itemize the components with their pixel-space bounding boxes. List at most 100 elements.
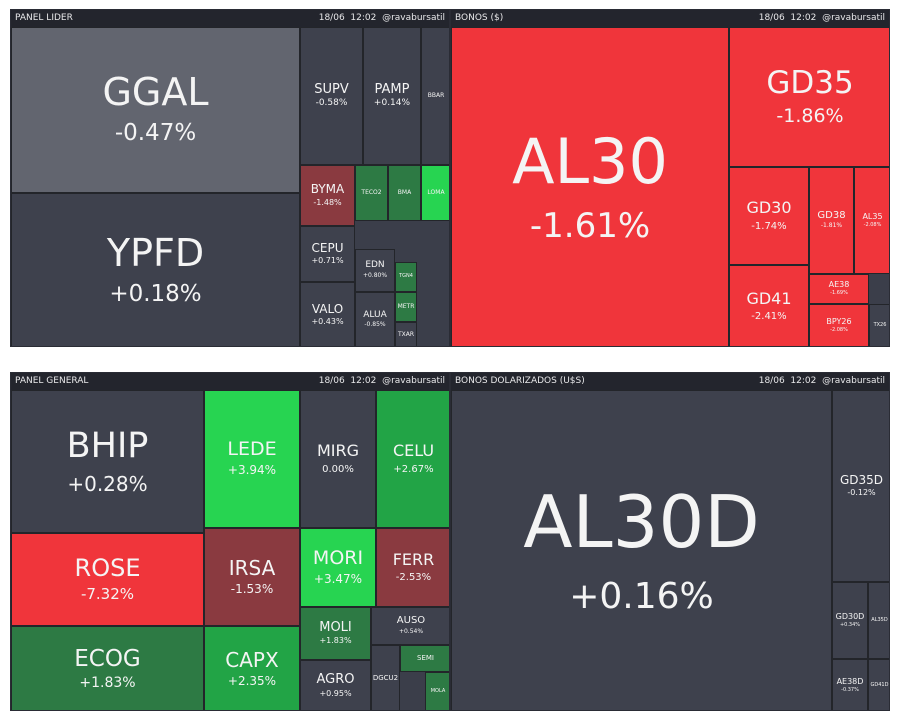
tile-change: -2.41% xyxy=(751,311,787,323)
tile-change: -0.12% xyxy=(847,488,876,498)
tile-ticker: ALUA xyxy=(363,309,387,320)
tile-change: +3.94% xyxy=(227,463,277,478)
tile-gd41[interactable]: GD41 -2.41% xyxy=(729,265,809,346)
tile-semi[interactable]: SEMI xyxy=(400,645,449,672)
tile-al35d[interactable]: AL35D xyxy=(868,582,889,659)
tile-tgn4[interactable]: TGN4 xyxy=(395,262,417,292)
tile-pamp[interactable]: PAMP +0.14% xyxy=(363,27,421,165)
tile-gd35d[interactable]: GD35D -0.12% xyxy=(832,390,889,582)
tile-change: -2.53% xyxy=(395,572,432,584)
tile-ticker: DGCU2 xyxy=(372,673,399,682)
tile-bpy26[interactable]: BPY26 -2.08% xyxy=(809,304,869,346)
panel-timestamp: 18/06 12:02 @ravabursatil xyxy=(318,13,445,23)
tile-ae38d[interactable]: AE38D -0.37% xyxy=(832,659,868,710)
tile-ticker: BHIP xyxy=(66,426,149,467)
tile-change: +1.83% xyxy=(319,636,352,646)
tile-byma[interactable]: BYMA -1.48% xyxy=(300,165,355,226)
tile-ticker: BMA xyxy=(397,188,412,196)
tile-ticker: EDN xyxy=(365,260,385,271)
panel-title: BONOS ($) xyxy=(455,13,504,23)
tile-gd30d[interactable]: GD30D +0.34% xyxy=(832,582,868,659)
tile-ticker: BPY26 xyxy=(826,317,852,327)
tile-ticker: LOMA xyxy=(427,188,445,196)
tile-ae38[interactable]: AE38 -1.69% xyxy=(809,274,869,304)
tile-mola[interactable]: MOLA xyxy=(425,672,449,710)
tile-ticker: GD30D xyxy=(835,611,865,621)
tile-ticker: AE38 xyxy=(828,280,850,290)
tile-ticker: ECOG xyxy=(74,645,141,672)
tile-ticker: GD35D xyxy=(839,472,884,487)
tile-change: -1.74% xyxy=(751,220,787,232)
tile-loma[interactable]: LOMA xyxy=(421,165,449,221)
tile-ticker: TGN4 xyxy=(399,273,413,280)
tile-al35[interactable]: AL35 -2.08% xyxy=(854,167,889,274)
tile-txar[interactable]: TXAR xyxy=(395,322,417,346)
tile-ticker: GD30 xyxy=(746,198,792,218)
tile-ggal[interactable]: GGAL -0.47% xyxy=(11,27,300,193)
tile-mirg[interactable]: MIRG 0.00% xyxy=(300,390,376,528)
tile-ticker: ROSE xyxy=(74,554,141,583)
tile-agro[interactable]: AGRO +0.95% xyxy=(300,660,371,710)
tile-ferr[interactable]: FERR -2.53% xyxy=(376,528,449,607)
tile-capx[interactable]: CAPX +2.35% xyxy=(204,626,300,710)
tile-gd38[interactable]: GD38 -1.81% xyxy=(809,167,854,274)
tile-ticker: AGRO xyxy=(316,672,355,688)
tile-change: +3.47% xyxy=(313,571,363,586)
tile-ticker: TXAR xyxy=(397,330,415,338)
tile-celu[interactable]: CELU +2.67% xyxy=(376,390,449,528)
tile-ecog[interactable]: ECOG +1.83% xyxy=(11,626,204,710)
tile-rose[interactable]: ROSE -7.32% xyxy=(11,533,204,626)
tile-teco2[interactable]: TECO2 xyxy=(355,165,388,221)
tile-alua[interactable]: ALUA -0.85% xyxy=(355,292,395,346)
tile-moli[interactable]: MOLI +1.83% xyxy=(300,607,371,660)
panel-header: PANEL GENERAL 18/06 12:02 @ravabursatil xyxy=(11,373,449,390)
tile-change: +0.95% xyxy=(319,688,352,698)
tile-ticker: AL30 xyxy=(512,125,668,199)
tile-al30d[interactable]: AL30D +0.16% xyxy=(451,390,832,710)
panel-bonos-dolarizados: BONOS DOLARIZADOS (U$S) 18/06 12:02 @rav… xyxy=(450,372,890,711)
tile-ticker: SEMI xyxy=(417,653,434,662)
tile-gd30[interactable]: GD30 -1.74% xyxy=(729,167,809,265)
panel-title: PANEL GENERAL xyxy=(15,376,89,386)
tile-supv[interactable]: SUPV -0.58% xyxy=(300,27,363,165)
tile-change: +1.83% xyxy=(79,674,136,691)
tile-bhip[interactable]: BHIP +0.28% xyxy=(11,390,204,533)
tile-ticker: METR xyxy=(397,302,415,310)
tile-bma[interactable]: BMA xyxy=(388,165,421,221)
tile-ticker: GD35 xyxy=(766,64,854,101)
tile-change: -1.61% xyxy=(529,206,651,247)
tile-change: -1.53% xyxy=(230,581,274,596)
tile-ticker: AE38D xyxy=(836,676,864,686)
tile-gd35[interactable]: GD35 -1.86% xyxy=(729,27,889,167)
tile-ticker: MORI xyxy=(312,546,364,569)
tile-ypfd[interactable]: YPFD +0.18% xyxy=(11,193,300,346)
tile-ticker: AL35D xyxy=(871,616,888,623)
tile-ticker: SUPV xyxy=(314,81,349,97)
tile-change: +0.80% xyxy=(362,271,388,279)
tile-lede[interactable]: LEDE +3.94% xyxy=(204,390,300,528)
tile-change: +0.71% xyxy=(311,256,344,266)
tile-change: +0.34% xyxy=(839,621,861,628)
tile-metr[interactable]: METR xyxy=(395,292,417,322)
tile-ticker: AL35 xyxy=(862,211,883,221)
panel-general: PANEL GENERAL 18/06 12:02 @ravabursatil … xyxy=(10,372,450,711)
tile-valo[interactable]: VALO +0.43% xyxy=(300,282,355,346)
tile-ticker: VALO xyxy=(311,301,344,316)
tile-cepu[interactable]: CEPU +0.71% xyxy=(300,226,355,282)
tile-irsa[interactable]: IRSA -1.53% xyxy=(204,528,300,626)
tile-auso[interactable]: AUSO +0.54% xyxy=(371,607,449,645)
tile-ticker: GD41D xyxy=(870,681,889,688)
tile-ticker: CEPU xyxy=(311,240,344,255)
tile-gd41d[interactable]: GD41D xyxy=(868,659,889,710)
tile-tx26[interactable]: TX26 xyxy=(869,304,889,346)
tile-al30[interactable]: AL30 -1.61% xyxy=(451,27,729,346)
tile-dgcu2[interactable]: DGCU2 xyxy=(371,645,400,710)
tile-bbar[interactable]: BBAR xyxy=(421,27,449,165)
tile-change: +0.43% xyxy=(311,317,344,327)
tile-ticker: MOLI xyxy=(319,619,352,635)
tile-mori[interactable]: MORI +3.47% xyxy=(300,528,376,607)
panel-header: BONOS ($) 18/06 12:02 @ravabursatil xyxy=(451,10,889,27)
tile-ticker: FERR xyxy=(392,549,435,569)
tile-change: -2.08% xyxy=(830,327,848,334)
tile-edn[interactable]: EDN +0.80% xyxy=(355,249,395,292)
